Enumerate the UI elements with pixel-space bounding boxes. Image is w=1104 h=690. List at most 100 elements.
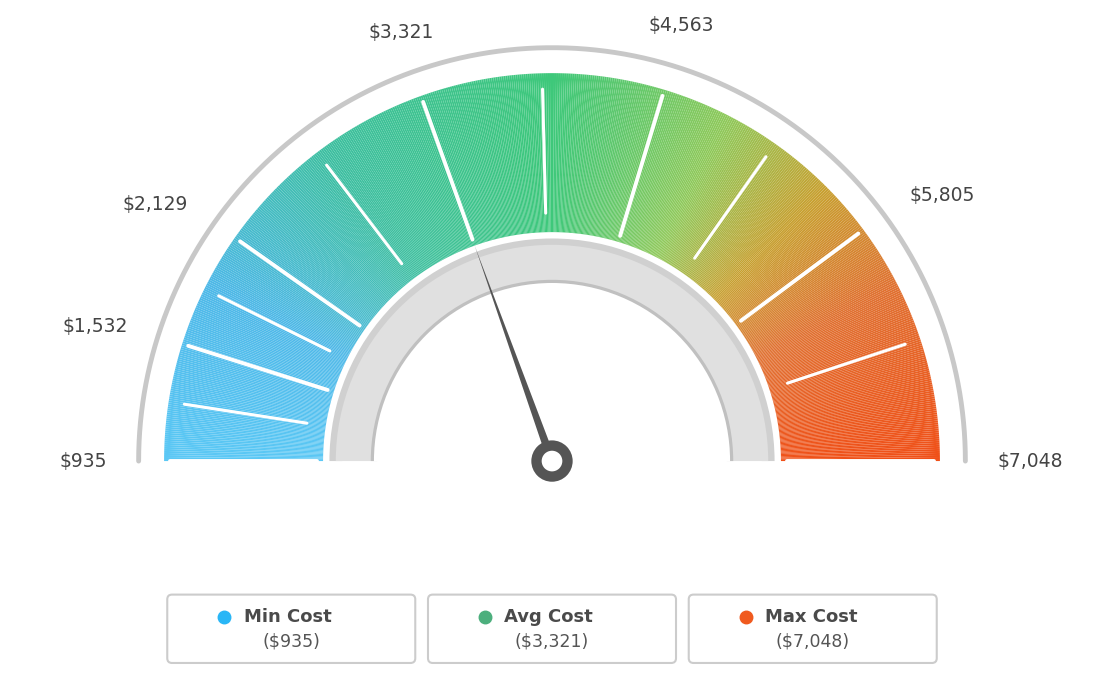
Wedge shape xyxy=(737,235,868,328)
Wedge shape xyxy=(771,347,923,395)
Wedge shape xyxy=(762,307,909,371)
Wedge shape xyxy=(740,238,871,331)
Wedge shape xyxy=(620,91,670,243)
Wedge shape xyxy=(167,413,325,433)
Wedge shape xyxy=(320,148,416,277)
Wedge shape xyxy=(380,112,452,256)
Wedge shape xyxy=(753,274,893,352)
Wedge shape xyxy=(781,449,940,455)
Wedge shape xyxy=(768,333,919,387)
Wedge shape xyxy=(594,79,625,236)
Wedge shape xyxy=(636,100,697,248)
Wedge shape xyxy=(710,179,820,296)
Wedge shape xyxy=(336,138,425,271)
Wedge shape xyxy=(767,328,917,384)
Wedge shape xyxy=(308,158,408,283)
Wedge shape xyxy=(694,157,795,282)
Wedge shape xyxy=(225,250,360,337)
Wedge shape xyxy=(668,126,750,264)
Wedge shape xyxy=(765,318,913,378)
Wedge shape xyxy=(232,239,364,331)
Wedge shape xyxy=(540,73,546,233)
Wedge shape xyxy=(457,84,498,239)
Wedge shape xyxy=(711,181,822,297)
Wedge shape xyxy=(444,88,489,242)
Wedge shape xyxy=(164,441,323,451)
Wedge shape xyxy=(240,230,369,326)
Wedge shape xyxy=(363,121,442,261)
Wedge shape xyxy=(424,94,478,245)
Wedge shape xyxy=(477,80,509,237)
Wedge shape xyxy=(556,73,562,233)
Wedge shape xyxy=(293,171,400,291)
Wedge shape xyxy=(466,83,502,238)
Wedge shape xyxy=(562,73,571,233)
Wedge shape xyxy=(168,404,326,428)
Wedge shape xyxy=(773,361,927,403)
Wedge shape xyxy=(173,373,329,410)
Wedge shape xyxy=(633,98,691,247)
Wedge shape xyxy=(329,143,422,274)
Wedge shape xyxy=(735,230,864,326)
Wedge shape xyxy=(569,75,583,233)
Wedge shape xyxy=(622,92,672,244)
Wedge shape xyxy=(298,166,403,288)
Wedge shape xyxy=(593,79,623,236)
Wedge shape xyxy=(718,194,835,304)
FancyBboxPatch shape xyxy=(167,595,415,663)
Wedge shape xyxy=(336,245,768,461)
Wedge shape xyxy=(563,74,572,233)
Wedge shape xyxy=(683,144,777,275)
Wedge shape xyxy=(164,443,323,451)
Wedge shape xyxy=(332,140,423,273)
Wedge shape xyxy=(639,103,702,250)
Text: $1,532: $1,532 xyxy=(62,317,128,336)
Text: Min Cost: Min Cost xyxy=(244,608,331,626)
Wedge shape xyxy=(669,127,751,264)
Wedge shape xyxy=(767,330,917,384)
Wedge shape xyxy=(164,455,323,459)
Wedge shape xyxy=(503,76,524,234)
Wedge shape xyxy=(315,153,413,280)
Wedge shape xyxy=(565,74,576,233)
Wedge shape xyxy=(733,224,860,322)
Wedge shape xyxy=(172,382,328,416)
Wedge shape xyxy=(190,320,339,379)
Wedge shape xyxy=(611,86,652,240)
Wedge shape xyxy=(164,453,323,457)
Wedge shape xyxy=(781,455,940,459)
Wedge shape xyxy=(396,105,461,251)
Wedge shape xyxy=(304,162,406,286)
Wedge shape xyxy=(643,105,708,251)
Wedge shape xyxy=(716,191,832,303)
Wedge shape xyxy=(766,322,915,380)
Wedge shape xyxy=(553,73,556,232)
Wedge shape xyxy=(448,87,491,241)
Wedge shape xyxy=(745,251,880,338)
Wedge shape xyxy=(635,99,694,248)
Wedge shape xyxy=(491,77,518,235)
Wedge shape xyxy=(171,388,327,420)
Wedge shape xyxy=(758,294,903,364)
Wedge shape xyxy=(736,231,866,326)
Wedge shape xyxy=(781,443,940,451)
Wedge shape xyxy=(730,217,854,318)
Wedge shape xyxy=(181,345,333,394)
Wedge shape xyxy=(612,86,655,240)
Wedge shape xyxy=(638,102,700,250)
Wedge shape xyxy=(574,75,591,233)
Wedge shape xyxy=(772,351,924,397)
Wedge shape xyxy=(591,79,618,235)
Wedge shape xyxy=(762,305,907,370)
Wedge shape xyxy=(554,73,559,232)
Wedge shape xyxy=(757,288,901,360)
Wedge shape xyxy=(777,393,934,422)
Wedge shape xyxy=(312,155,412,281)
Wedge shape xyxy=(459,84,499,239)
Wedge shape xyxy=(183,339,335,391)
Wedge shape xyxy=(545,73,550,232)
Wedge shape xyxy=(508,75,527,234)
Wedge shape xyxy=(499,77,522,234)
Wedge shape xyxy=(236,235,367,328)
Wedge shape xyxy=(269,194,386,304)
